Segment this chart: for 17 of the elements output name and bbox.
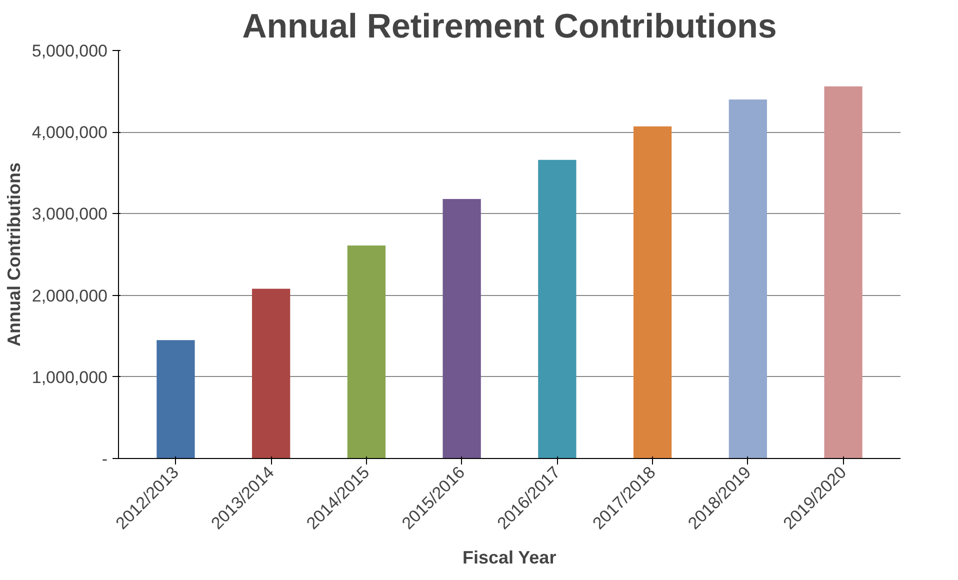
chart-title: Annual Retirement Contributions — [242, 8, 777, 46]
bar — [252, 288, 290, 458]
bar — [156, 340, 195, 458]
y-tick-label: 3,000,000 — [32, 204, 108, 224]
bar — [442, 199, 481, 458]
y-tick-label: 5,000,000 — [32, 42, 108, 60]
y-tick-label: - — [102, 450, 108, 468]
bar — [824, 86, 862, 458]
bar — [538, 160, 576, 458]
bar — [633, 126, 672, 458]
bar — [728, 99, 767, 458]
y-tick-label: 1,000,000 — [32, 368, 108, 387]
y-axis-title: Annual Contributions — [4, 162, 24, 346]
x-axis-title: Fiscal Year — [462, 548, 556, 568]
y-tick-label: 4,000,000 — [32, 123, 108, 142]
bar — [347, 246, 386, 458]
y-tick-label: 2,000,000 — [32, 286, 108, 306]
